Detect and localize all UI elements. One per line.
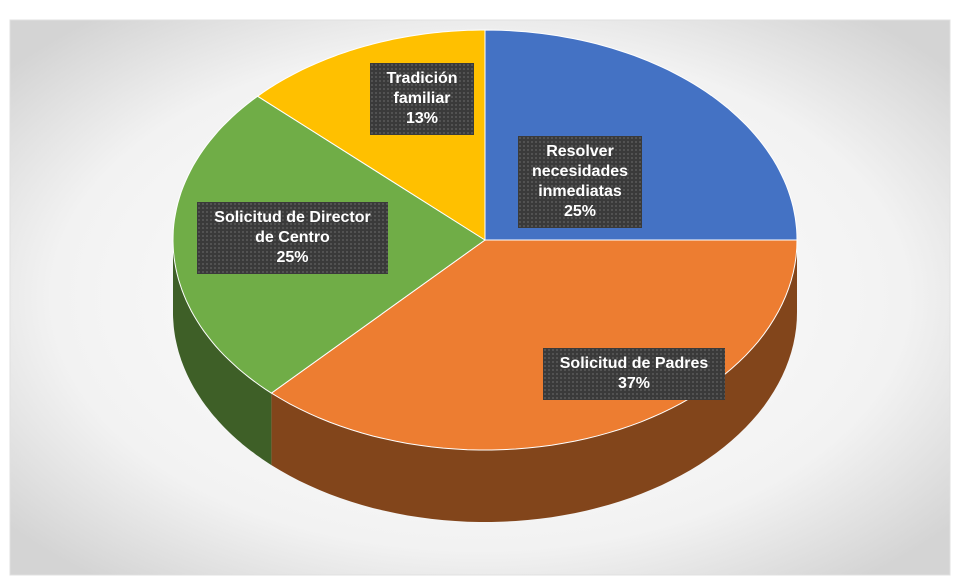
data-label: Tradición familiar 13% <box>370 63 474 135</box>
data-label: Solicitud de Director de Centro 25% <box>197 202 388 274</box>
slice-side <box>271 240 797 522</box>
label-value: 25% <box>276 249 309 266</box>
label-category: Solicitud de Padres <box>559 355 709 372</box>
data-label: Solicitud de Padres 37% <box>543 348 725 400</box>
label-category: Solicitud de Director de Centro <box>214 209 371 246</box>
label-category: Tradición familiar <box>386 70 458 107</box>
data-label: Resolver necesidades inmediatas 25% <box>518 136 642 228</box>
label-category: Resolver necesidades inmediatas <box>531 143 629 200</box>
label-value: 37% <box>617 375 651 392</box>
label-value: 25% <box>563 203 597 220</box>
slice-side <box>173 240 272 466</box>
label-value: 13% <box>405 110 439 127</box>
